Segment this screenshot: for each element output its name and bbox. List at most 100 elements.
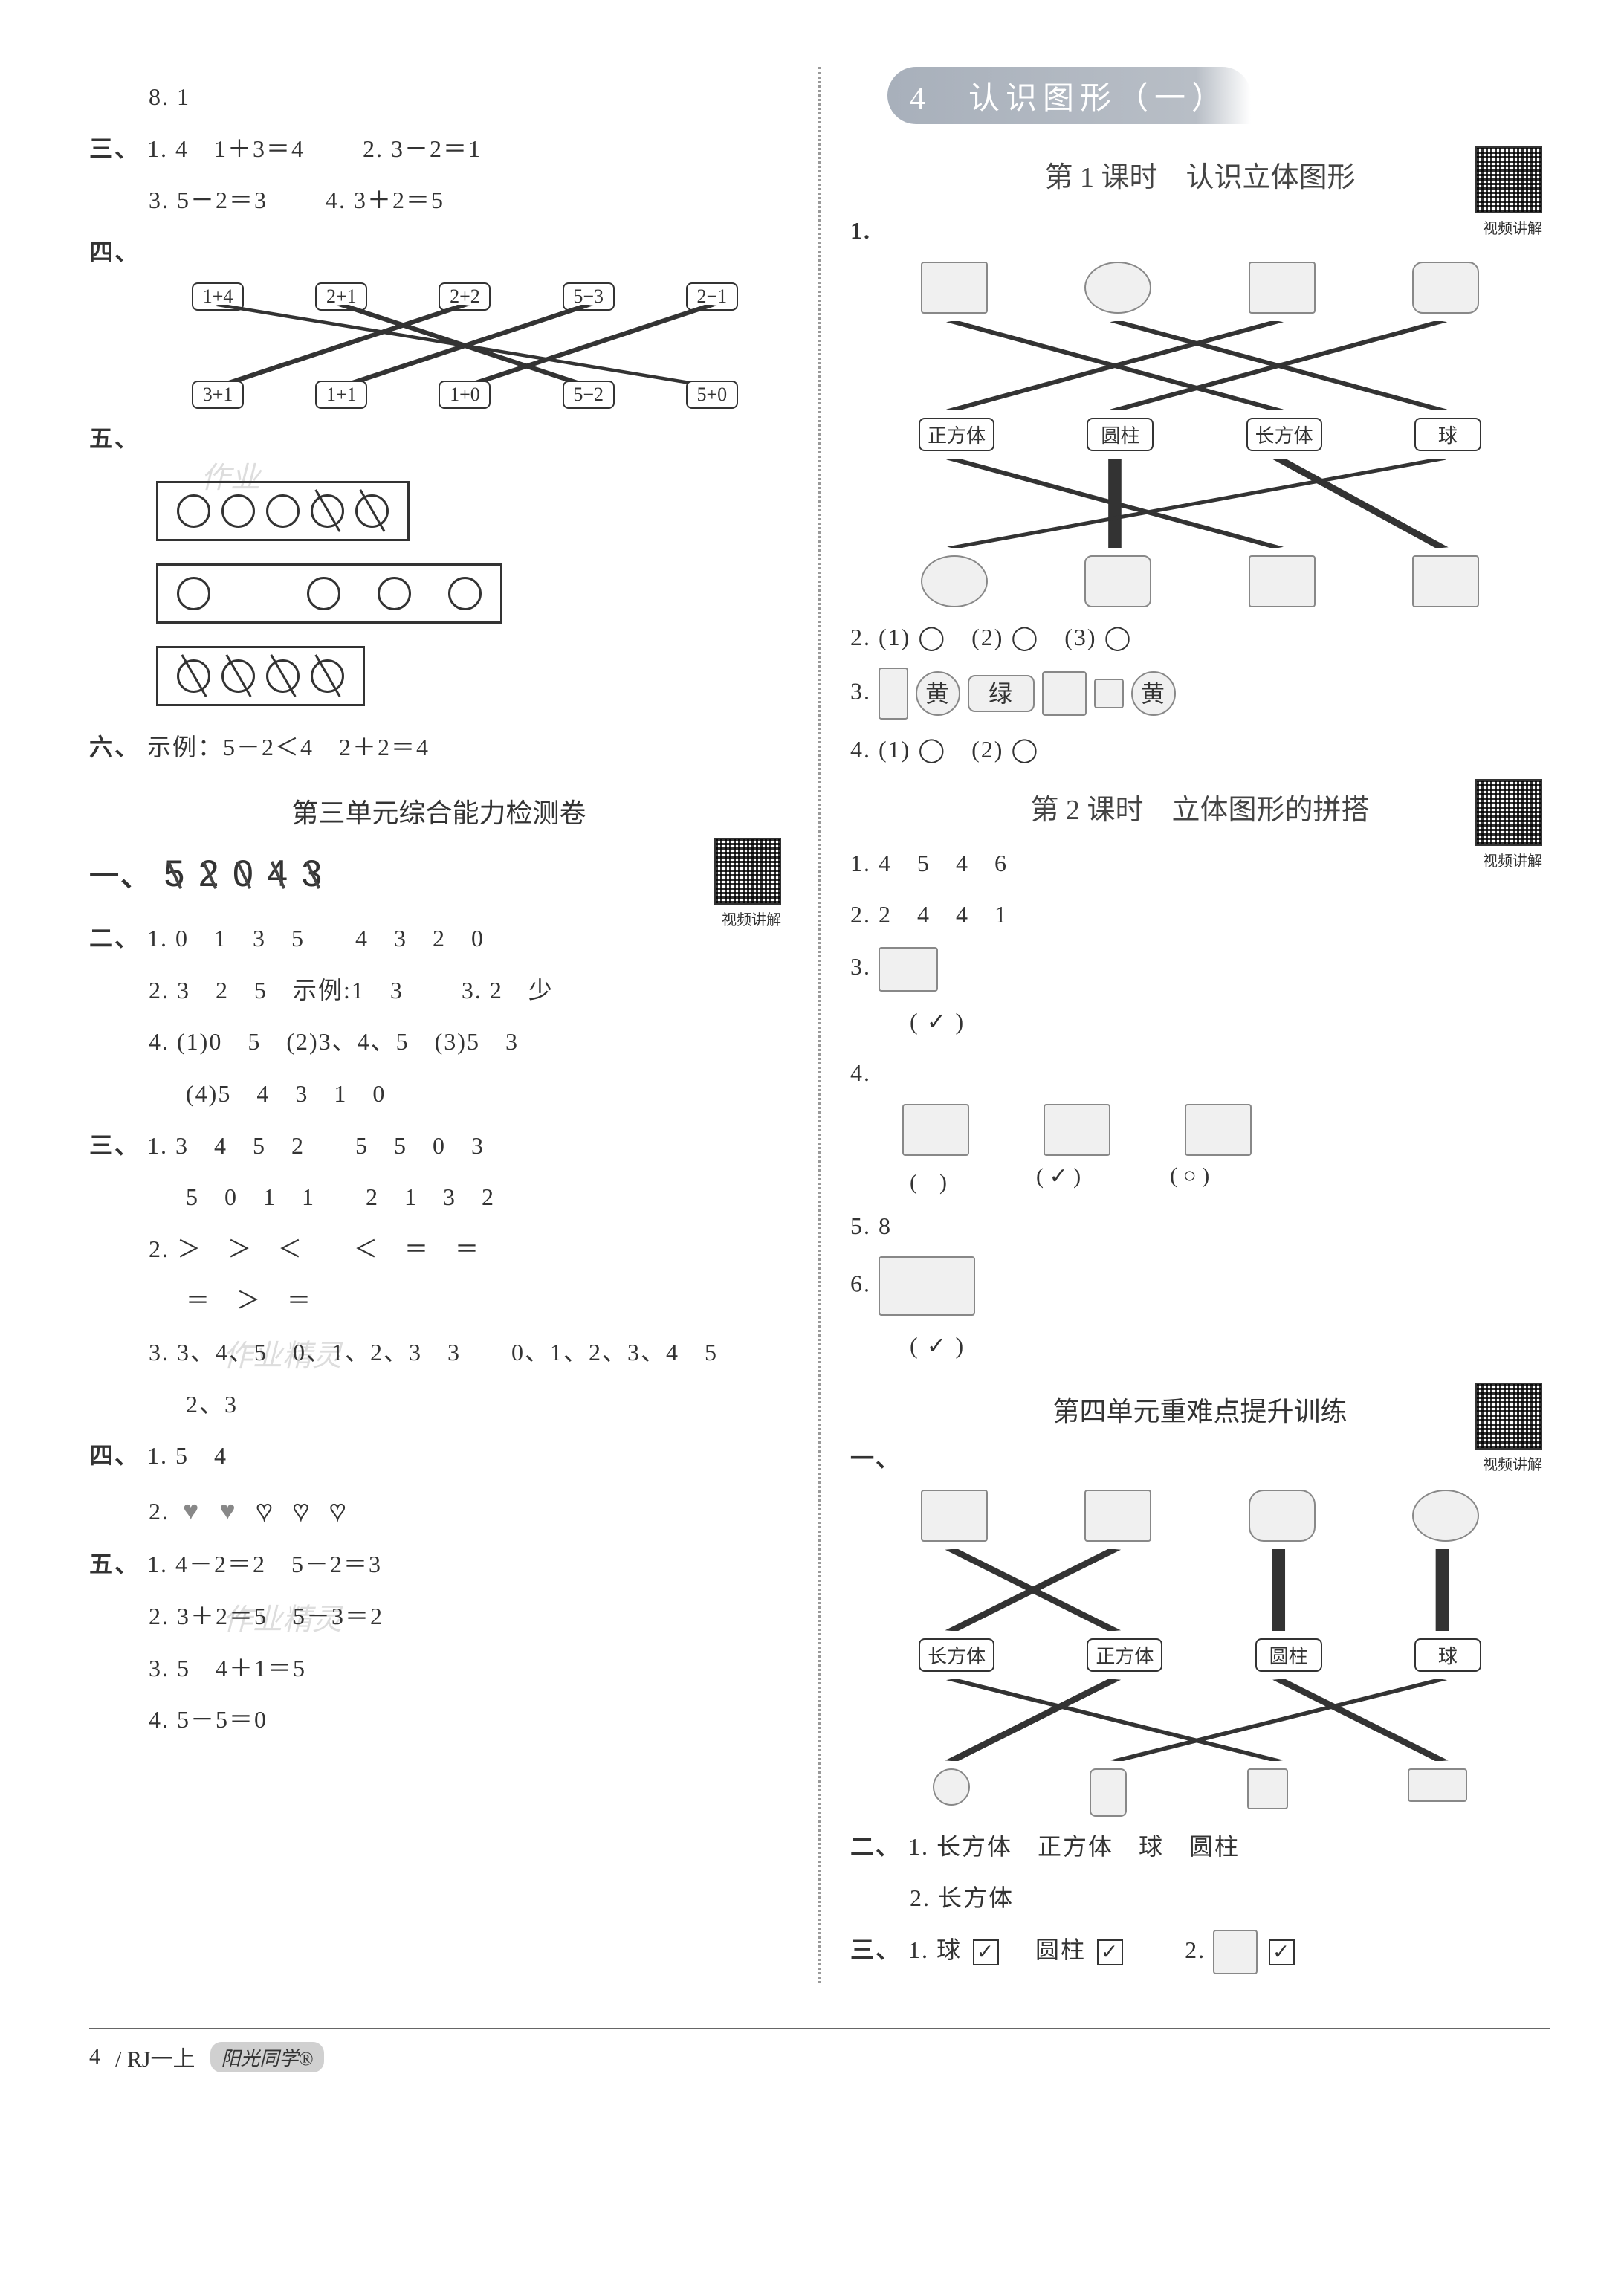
circle-struck <box>266 659 300 693</box>
u4-label-1: 正方体 <box>1087 1638 1162 1672</box>
checkbox-checked[interactable]: ✓ <box>1097 1939 1123 1965</box>
s3-1b: 5 0 1 1 2 1 3 2 <box>89 1176 789 1219</box>
circle <box>221 494 255 528</box>
er-2a: 2. 3 2 5 示例:1 3 <box>149 977 404 1004</box>
unit3-title-row: 第三单元综合能力检测卷 视频讲解 <box>89 792 789 830</box>
lesson1-row: 第 1 课时 认识立体图形 视频讲解 <box>850 154 1550 195</box>
l2-1: 1. 4 5 4 6 <box>850 842 1550 885</box>
l2-4-checks: ( ) ( ✓ ) ( ○ ) <box>910 1163 1527 1196</box>
section-er-row1: 二、 1. 0 1 3 5 4 3 2 0 <box>89 917 789 960</box>
circle <box>266 494 300 528</box>
l2-4-imgs <box>902 1104 1527 1156</box>
u4-er-row1: 二、 1. 长方体 正方体 球 圆柱 <box>850 1826 1550 1869</box>
u4-label-3: 球 <box>1414 1638 1481 1672</box>
answer-8: 8. 1 <box>89 76 789 119</box>
cuboid-icon <box>1412 555 1479 607</box>
si2-1: 1. 5 4 <box>147 1442 227 1469</box>
can-icon <box>1412 262 1479 314</box>
label-san2: 三、 <box>89 1132 140 1159</box>
sphere-icon <box>921 555 988 607</box>
struck-5: 5 <box>164 840 186 907</box>
q4-bot-row: 3+1 1+1 1+0 5−2 5+0 <box>156 381 774 409</box>
qr-code-1[interactable]: 视频讲解 <box>714 838 789 912</box>
label-si: 四、 <box>89 239 140 265</box>
check-2: ( ○ ) <box>1170 1163 1209 1196</box>
l2-6-row: 6. <box>850 1256 1550 1316</box>
blocks-6-icon <box>879 1256 975 1316</box>
qr-icon <box>1475 146 1542 213</box>
u4-yi-label: 一、 <box>850 1438 1550 1481</box>
l2-4-row: 4. <box>850 1052 1550 1095</box>
qr-icon <box>1475 1383 1542 1450</box>
r-q1-match-lower <box>873 459 1527 548</box>
qr-icon <box>714 838 781 905</box>
san-4: 4. 3＋2＝5 <box>326 187 444 213</box>
section-si2: 四、 1. 5 4 <box>89 1435 789 1478</box>
liu-text: 示例：5－2＜4 2＋2＝4 <box>147 734 430 760</box>
cube-icon <box>1249 555 1316 607</box>
chapter-banner-row: 4 认识图形（一） <box>850 67 1550 139</box>
circle <box>177 494 210 528</box>
combo-shape-icon <box>1213 1930 1258 1974</box>
u4-san1b: 圆柱 <box>1035 1936 1086 1963</box>
check-0: ( ) <box>910 1163 947 1196</box>
shape-combo-3-icon <box>1185 1104 1252 1156</box>
page-container: 8. 1 三、 1. 4 1＋3＝4 2. 3－2＝1 3. 5－2＝3 4. … <box>89 67 1550 1983</box>
qr-label: 视频讲解 <box>1475 1453 1550 1474</box>
l2-3-label: 3. <box>850 953 871 980</box>
heart-outline-icon: ♥ <box>256 1487 274 1535</box>
section-five-label: 五、 <box>89 418 789 461</box>
r-q3-label: 3. <box>850 678 871 705</box>
heart-filled-icon: ♥ <box>183 1487 200 1535</box>
section-wu2: 五、 1. 4－2＝2 5－2＝3 <box>89 1543 789 1586</box>
q5-box1 <box>156 481 410 541</box>
l2-4-label: 4. <box>850 1059 871 1086</box>
qr-code-3[interactable]: 视频讲解 <box>1475 779 1550 853</box>
q4-bot-2: 1+0 <box>439 381 491 409</box>
box2-icon <box>1084 1490 1151 1542</box>
r-q1-labels: 正方体 圆柱 长方体 球 <box>873 418 1527 451</box>
sphere2-icon <box>933 1768 970 1806</box>
er-4-1: 4. (1)0 5 (2)3、4、5 (3)5 3 <box>89 1021 789 1064</box>
qr-code-4[interactable]: 视频讲解 <box>1475 1383 1550 1457</box>
cuboid-small-icon <box>879 668 908 720</box>
qr-code-2[interactable]: 视频讲解 <box>1475 146 1550 221</box>
check-1: ( ✓ ) <box>1036 1163 1081 1196</box>
r-q1-label: 1. <box>850 210 1550 253</box>
u4-san-row: 三、 1. 球 ✓ 圆柱 ✓ 2. ✓ <box>850 1929 1550 1975</box>
cylinder-icon <box>1084 555 1151 607</box>
san-1: 1. 4 1＋3＝4 <box>147 135 305 162</box>
label-u4-san: 三、 <box>850 1936 901 1963</box>
qr-label: 视频讲解 <box>714 908 789 929</box>
r-q1-match-upper <box>873 321 1527 410</box>
u4-san2: 2. <box>1185 1936 1206 1963</box>
q4-bot-4: 5+0 <box>686 381 738 409</box>
s3-3a: 3. 3、4、5 0、1、2、3 3 0、1、2、3、4 5 <box>89 1331 789 1374</box>
san-2: 2. 3－2＝1 <box>363 135 482 162</box>
rubik-icon <box>921 1490 988 1542</box>
l2-6-label: 6. <box>850 1270 871 1297</box>
qr-icon <box>1475 779 1542 846</box>
u4-san1a: 1. 球 <box>908 1936 962 1963</box>
checkbox-checked[interactable]: ✓ <box>973 1939 999 1965</box>
circle-struck <box>177 659 210 693</box>
circle-struck <box>311 659 344 693</box>
section-three: 三、 1. 4 1＋3＝4 2. 3－2＝1 <box>89 128 789 171</box>
book-code: / RJ一上 <box>115 2040 195 2073</box>
unit4-title: 第四单元重难点提升训练 <box>850 1390 1550 1429</box>
er-4-2: (4)5 4 3 1 0 <box>89 1073 789 1116</box>
checkbox-checked[interactable]: ✓ <box>1269 1939 1295 1965</box>
u4-er2: 2. 长方体 <box>850 1877 1550 1920</box>
circle-struck <box>355 494 389 528</box>
dice-icon <box>1094 679 1124 708</box>
label-u4-er: 二、 <box>850 1833 901 1860</box>
label-si2: 四、 <box>89 1442 140 1469</box>
label-wu2: 五、 <box>89 1551 140 1577</box>
unit3-title: 第三单元综合能力检测卷 <box>89 792 789 830</box>
label-wu: 五、 <box>89 425 140 452</box>
circle <box>177 577 210 610</box>
er-1: 1. 0 1 3 5 4 3 2 0 <box>147 925 485 951</box>
label-er: 二、 <box>89 925 140 951</box>
er-row2: 2. 3 2 5 示例:1 3 3. 2 少 <box>89 969 789 1012</box>
column-divider <box>818 67 821 1983</box>
